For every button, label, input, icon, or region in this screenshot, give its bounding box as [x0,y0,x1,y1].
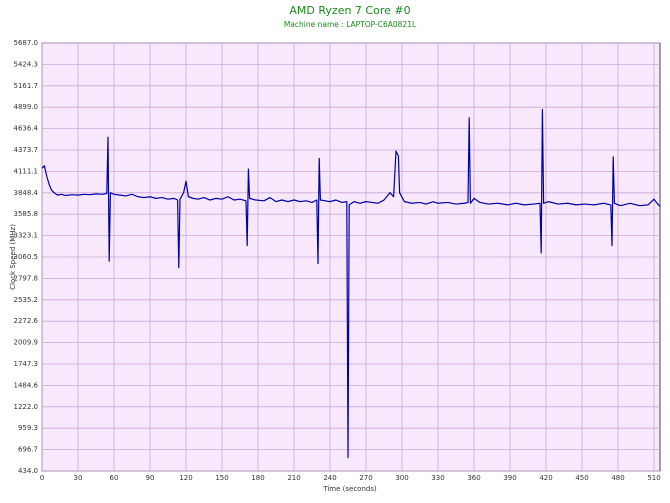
x-tick-label: 240 [323,474,336,482]
y-axis-label: Clock Speed (MHz) [9,224,17,290]
y-tick-label: 434.0 [18,467,38,475]
y-tick-label: 2535.2 [14,296,39,304]
y-tick-label: 1747.3 [14,360,39,368]
y-tick-label: 3848.4 [14,189,39,197]
y-tick-label: 959.3 [18,424,38,432]
x-axis-label: Time (seconds) [322,485,377,493]
y-tick-label: 4636.4 [14,125,39,133]
y-tick-label: 4899.0 [14,103,39,111]
y-tick-label: 696.7 [18,446,38,454]
y-tick-label: 3323.1 [14,232,39,240]
x-tick-label: 150 [215,474,228,482]
y-tick-label: 3585.8 [14,210,39,218]
x-tick-label: 60 [110,474,119,482]
x-tick-label: 120 [179,474,192,482]
x-tick-label: 390 [503,474,516,482]
y-tick-label: 4111.1 [14,167,39,175]
y-tick-label: 2272.6 [14,317,39,325]
x-tick-label: 510 [647,474,660,482]
x-tick-label: 210 [287,474,300,482]
x-tick-label: 420 [539,474,552,482]
x-tick-label: 30 [74,474,83,482]
x-tick-label: 270 [359,474,372,482]
y-tick-label: 2797.8 [14,274,39,282]
x-tick-label: 90 [146,474,155,482]
x-tick-label: 180 [251,474,264,482]
x-tick-label: 480 [611,474,624,482]
x-tick-label: 360 [467,474,480,482]
y-tick-label: 2009.9 [14,339,39,347]
x-tick-label: 450 [575,474,588,482]
y-tick-label: 5424.3 [14,60,39,68]
y-tick-label: 5687.0 [14,39,39,47]
y-tick-label: 1484.6 [14,381,39,389]
y-tick-label: 1222.0 [14,403,39,411]
y-tick-label: 5161.7 [14,82,39,90]
y-tick-label: 4373.7 [14,146,39,154]
y-tick-label: 3060.5 [14,253,39,261]
data-line [41,108,661,459]
x-tick-label: 0 [40,474,44,482]
chart-subtitle: Machine name : LAPTOP-C6A0821L [284,20,417,29]
x-tick-label: 330 [431,474,444,482]
x-tick-label: 300 [395,474,408,482]
chart-title: AMD Ryzen 7 Core #0 [289,4,410,17]
